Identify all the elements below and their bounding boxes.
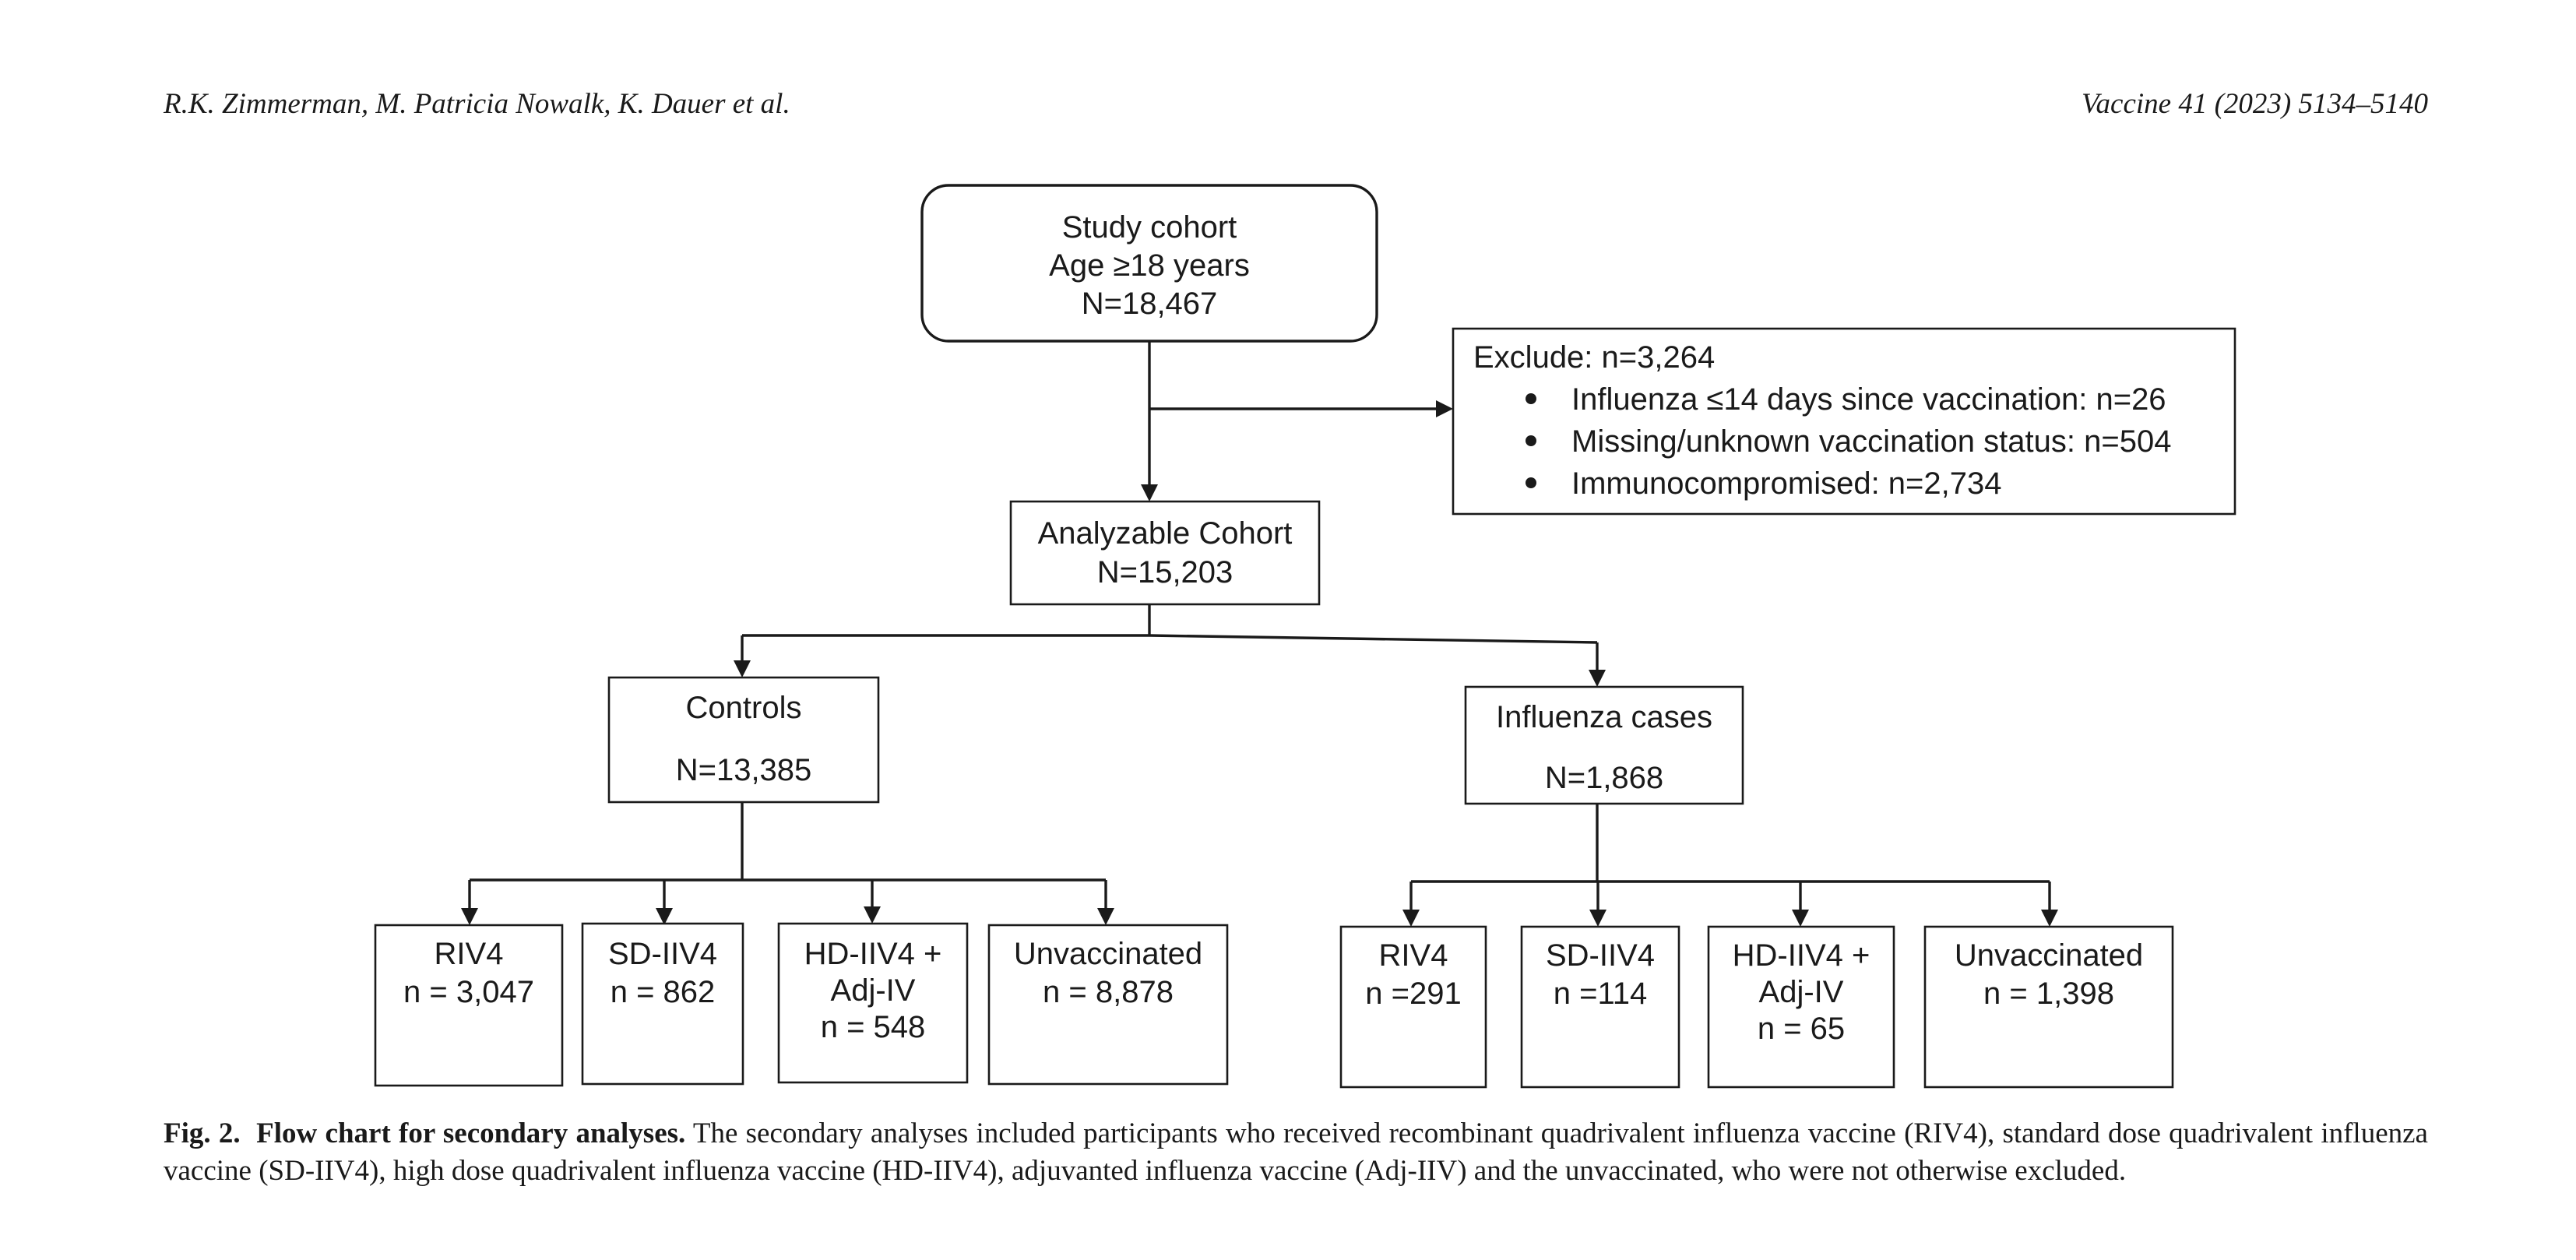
group-count: n = 65 [1758, 1012, 1845, 1046]
running-header-authors: R.K. Zimmerman, M. Patricia Nowalk, K. D… [164, 88, 790, 120]
influenza-cases-box: Influenza cases N=1,868 [1464, 685, 1744, 805]
cases-riv4-box: RIV4 n =291 [1339, 925, 1487, 1089]
arrow-down-icon [1141, 484, 1158, 502]
controls-box: Controls N=13,385 [607, 676, 880, 804]
controls-n: N=13,385 [676, 753, 812, 787]
arrow-down-icon [1097, 908, 1114, 925]
arrow-down-icon [1589, 910, 1606, 927]
group-count: n = 1,398 [1983, 977, 2114, 1011]
group-label: Adj-IV [831, 973, 916, 1008]
exclusion-box: Exclude: n=3,264 Influenza ≤14 days sinc… [1452, 327, 2236, 516]
group-label: HD-IIV4 + [804, 937, 942, 971]
group-count: n = 862 [611, 975, 716, 1009]
exclusion-item: Missing/unknown vaccination status: n=50… [1571, 424, 2171, 459]
group-label: Adj-IV [1759, 975, 1844, 1009]
arrow-down-icon [864, 906, 881, 924]
analyzable-cohort-n: N=15,203 [1097, 555, 1233, 590]
controls-riv4-box: RIV4 n = 3,047 [374, 924, 564, 1087]
flow-chart: Study cohort Age ≥18 years N=18,467 Excl… [374, 184, 2236, 1089]
study-cohort-n: N=18,467 [1082, 287, 1218, 321]
arrow-down-icon [461, 908, 478, 925]
arrow-down-icon [2041, 910, 2058, 927]
cases-sd-iiv4-box: SD-IIV4 n =114 [1520, 925, 1680, 1089]
analyzable-cohort-box: Analyzable Cohort N=15,203 [1009, 500, 1321, 606]
study-cohort-age: Age ≥18 years [1049, 248, 1250, 283]
group-label: Unvaccinated [1955, 938, 2143, 973]
group-count: n =114 [1554, 977, 1648, 1011]
study-cohort-title: Study cohort [1062, 210, 1237, 245]
group-label: HD-IIV4 + [1733, 938, 1870, 973]
bullet-icon [1526, 477, 1536, 488]
exclusion-title: Exclude: n=3,264 [1473, 340, 1715, 375]
controls-hd-iiv4-box: HD-IIV4 + Adj-IV n = 548 [777, 922, 969, 1084]
group-count: n = 3,047 [403, 975, 534, 1009]
controls-sd-iiv4-box: SD-IIV4 n = 862 [581, 922, 744, 1086]
study-cohort-box: Study cohort Age ≥18 years N=18,467 [920, 184, 1378, 343]
exclusion-item: Immunocompromised: n=2,734 [1571, 466, 2002, 501]
controls-unvaccinated-box: Unvaccinated n = 8,878 [987, 924, 1229, 1086]
group-label: SD-IIV4 [1546, 938, 1655, 973]
running-header-journal: Vaccine 41 (2023) 5134–5140 [2082, 88, 2428, 120]
figure-label: Fig. 2. [164, 1117, 241, 1149]
analyzable-cohort-title: Analyzable Cohort [1038, 516, 1293, 551]
arrow-down-icon [734, 660, 751, 678]
controls-title: Controls [686, 691, 802, 725]
group-label: Unvaccinated [1014, 937, 1202, 971]
group-count: n =291 [1365, 977, 1461, 1011]
arrow-right-icon [1436, 400, 1453, 417]
bullet-icon [1526, 393, 1536, 404]
cases-unvaccinated-box: Unvaccinated n = 1,398 [1923, 925, 2174, 1089]
influenza-cases-title: Influenza cases [1496, 700, 1712, 734]
bullet-icon [1526, 435, 1536, 446]
figure-caption: Fig. 2. Flow chart for secondary analyse… [164, 1115, 2428, 1190]
cases-hd-iiv4-box: HD-IIV4 + Adj-IV n = 65 [1707, 925, 1895, 1089]
influenza-cases-n: N=1,868 [1545, 761, 1663, 795]
group-count: n = 8,878 [1043, 975, 1174, 1009]
figure-title: Flow chart for secondary analyses. [256, 1117, 686, 1149]
arrowheads [461, 400, 2058, 927]
group-label: RIV4 [435, 937, 504, 971]
arrow-down-icon [1792, 910, 1809, 927]
arrow-down-icon [1402, 910, 1420, 927]
arrow-down-icon [1589, 670, 1606, 687]
figure-caption-text: The secondary analyses included particip… [164, 1117, 2428, 1187]
exclusion-item: Influenza ≤14 days since vaccination: n=… [1571, 382, 2166, 417]
group-count: n = 548 [821, 1010, 926, 1044]
group-label: RIV4 [1379, 938, 1448, 973]
group-label: SD-IIV4 [608, 937, 717, 971]
connectors [468, 341, 2051, 914]
arrow-down-icon [656, 908, 673, 925]
